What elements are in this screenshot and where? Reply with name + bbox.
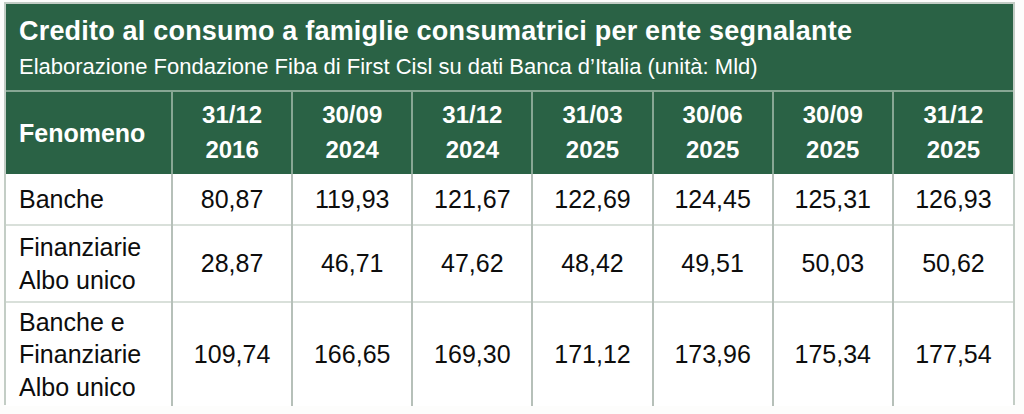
column-header-31-12-2016: 31/12 2016: [172, 91, 292, 174]
table-cell: 177,54: [893, 302, 1013, 406]
table-cell: 124,45: [653, 174, 773, 225]
table-title: Credito al consumo a famiglie consumatri…: [19, 16, 1000, 47]
column-header-31-12-2025: 31/12 2025: [893, 91, 1013, 174]
table-cell: 48,42: [532, 225, 652, 302]
column-header-31-12-2024: 31/12 2024: [412, 91, 532, 174]
table-cell: 109,74: [172, 302, 292, 406]
table-cell: 121,67: [412, 174, 532, 225]
table-cell: 46,71: [292, 225, 412, 302]
table-row-finanziarie: Finanziarie Albo unico 28,87 46,71 47,62…: [6, 225, 1013, 302]
table-row-banche: Banche 80,87 119,93 121,67 122,69 124,45…: [6, 174, 1013, 225]
table-cell: 80,87: [172, 174, 292, 225]
table-cell: 28,87: [172, 225, 292, 302]
column-header-31-03-2025: 31/03 2025: [532, 91, 652, 174]
table-cell: 173,96: [653, 302, 773, 406]
consumer-credit-table-figure: Credito al consumo a famiglie consumatri…: [4, 2, 1015, 405]
table-cell: 169,30: [412, 302, 532, 406]
table-cell: 50,03: [773, 225, 893, 302]
table-cell: 126,93: [893, 174, 1013, 225]
table-row-banche-e-finanziarie: Banche e Finanziarie Albo unico 109,74 1…: [6, 302, 1013, 406]
table-title-block: Credito al consumo a famiglie consumatri…: [6, 4, 1013, 90]
table-cell: 50,62: [893, 225, 1013, 302]
column-header-30-09-2024: 30/09 2024: [292, 91, 412, 174]
table-cell: 47,62: [412, 225, 532, 302]
table-header-row: Fenomeno 31/12 2016 30/09 2024 31/12 202…: [6, 91, 1013, 174]
column-header-fenomeno: Fenomeno: [6, 91, 172, 174]
column-header-30-06-2025: 30/06 2025: [653, 91, 773, 174]
row-label-banche: Banche: [6, 174, 172, 225]
table-cell: 171,12: [532, 302, 652, 406]
table-cell: 122,69: [532, 174, 652, 225]
table-cell: 125,31: [773, 174, 893, 225]
row-label-banche-e-finanziarie: Banche e Finanziarie Albo unico: [6, 302, 172, 406]
table-subtitle: Elaborazione Fondazione Fiba di First Ci…: [19, 54, 1000, 80]
table-cell: 166,65: [292, 302, 412, 406]
column-header-30-09-2025: 30/09 2025: [773, 91, 893, 174]
table-cell: 119,93: [292, 174, 412, 225]
row-label-finanziarie: Finanziarie Albo unico: [6, 225, 172, 302]
data-table: Fenomeno 31/12 2016 30/09 2024 31/12 202…: [6, 90, 1013, 406]
table-cell: 49,51: [653, 225, 773, 302]
table-cell: 175,34: [773, 302, 893, 406]
